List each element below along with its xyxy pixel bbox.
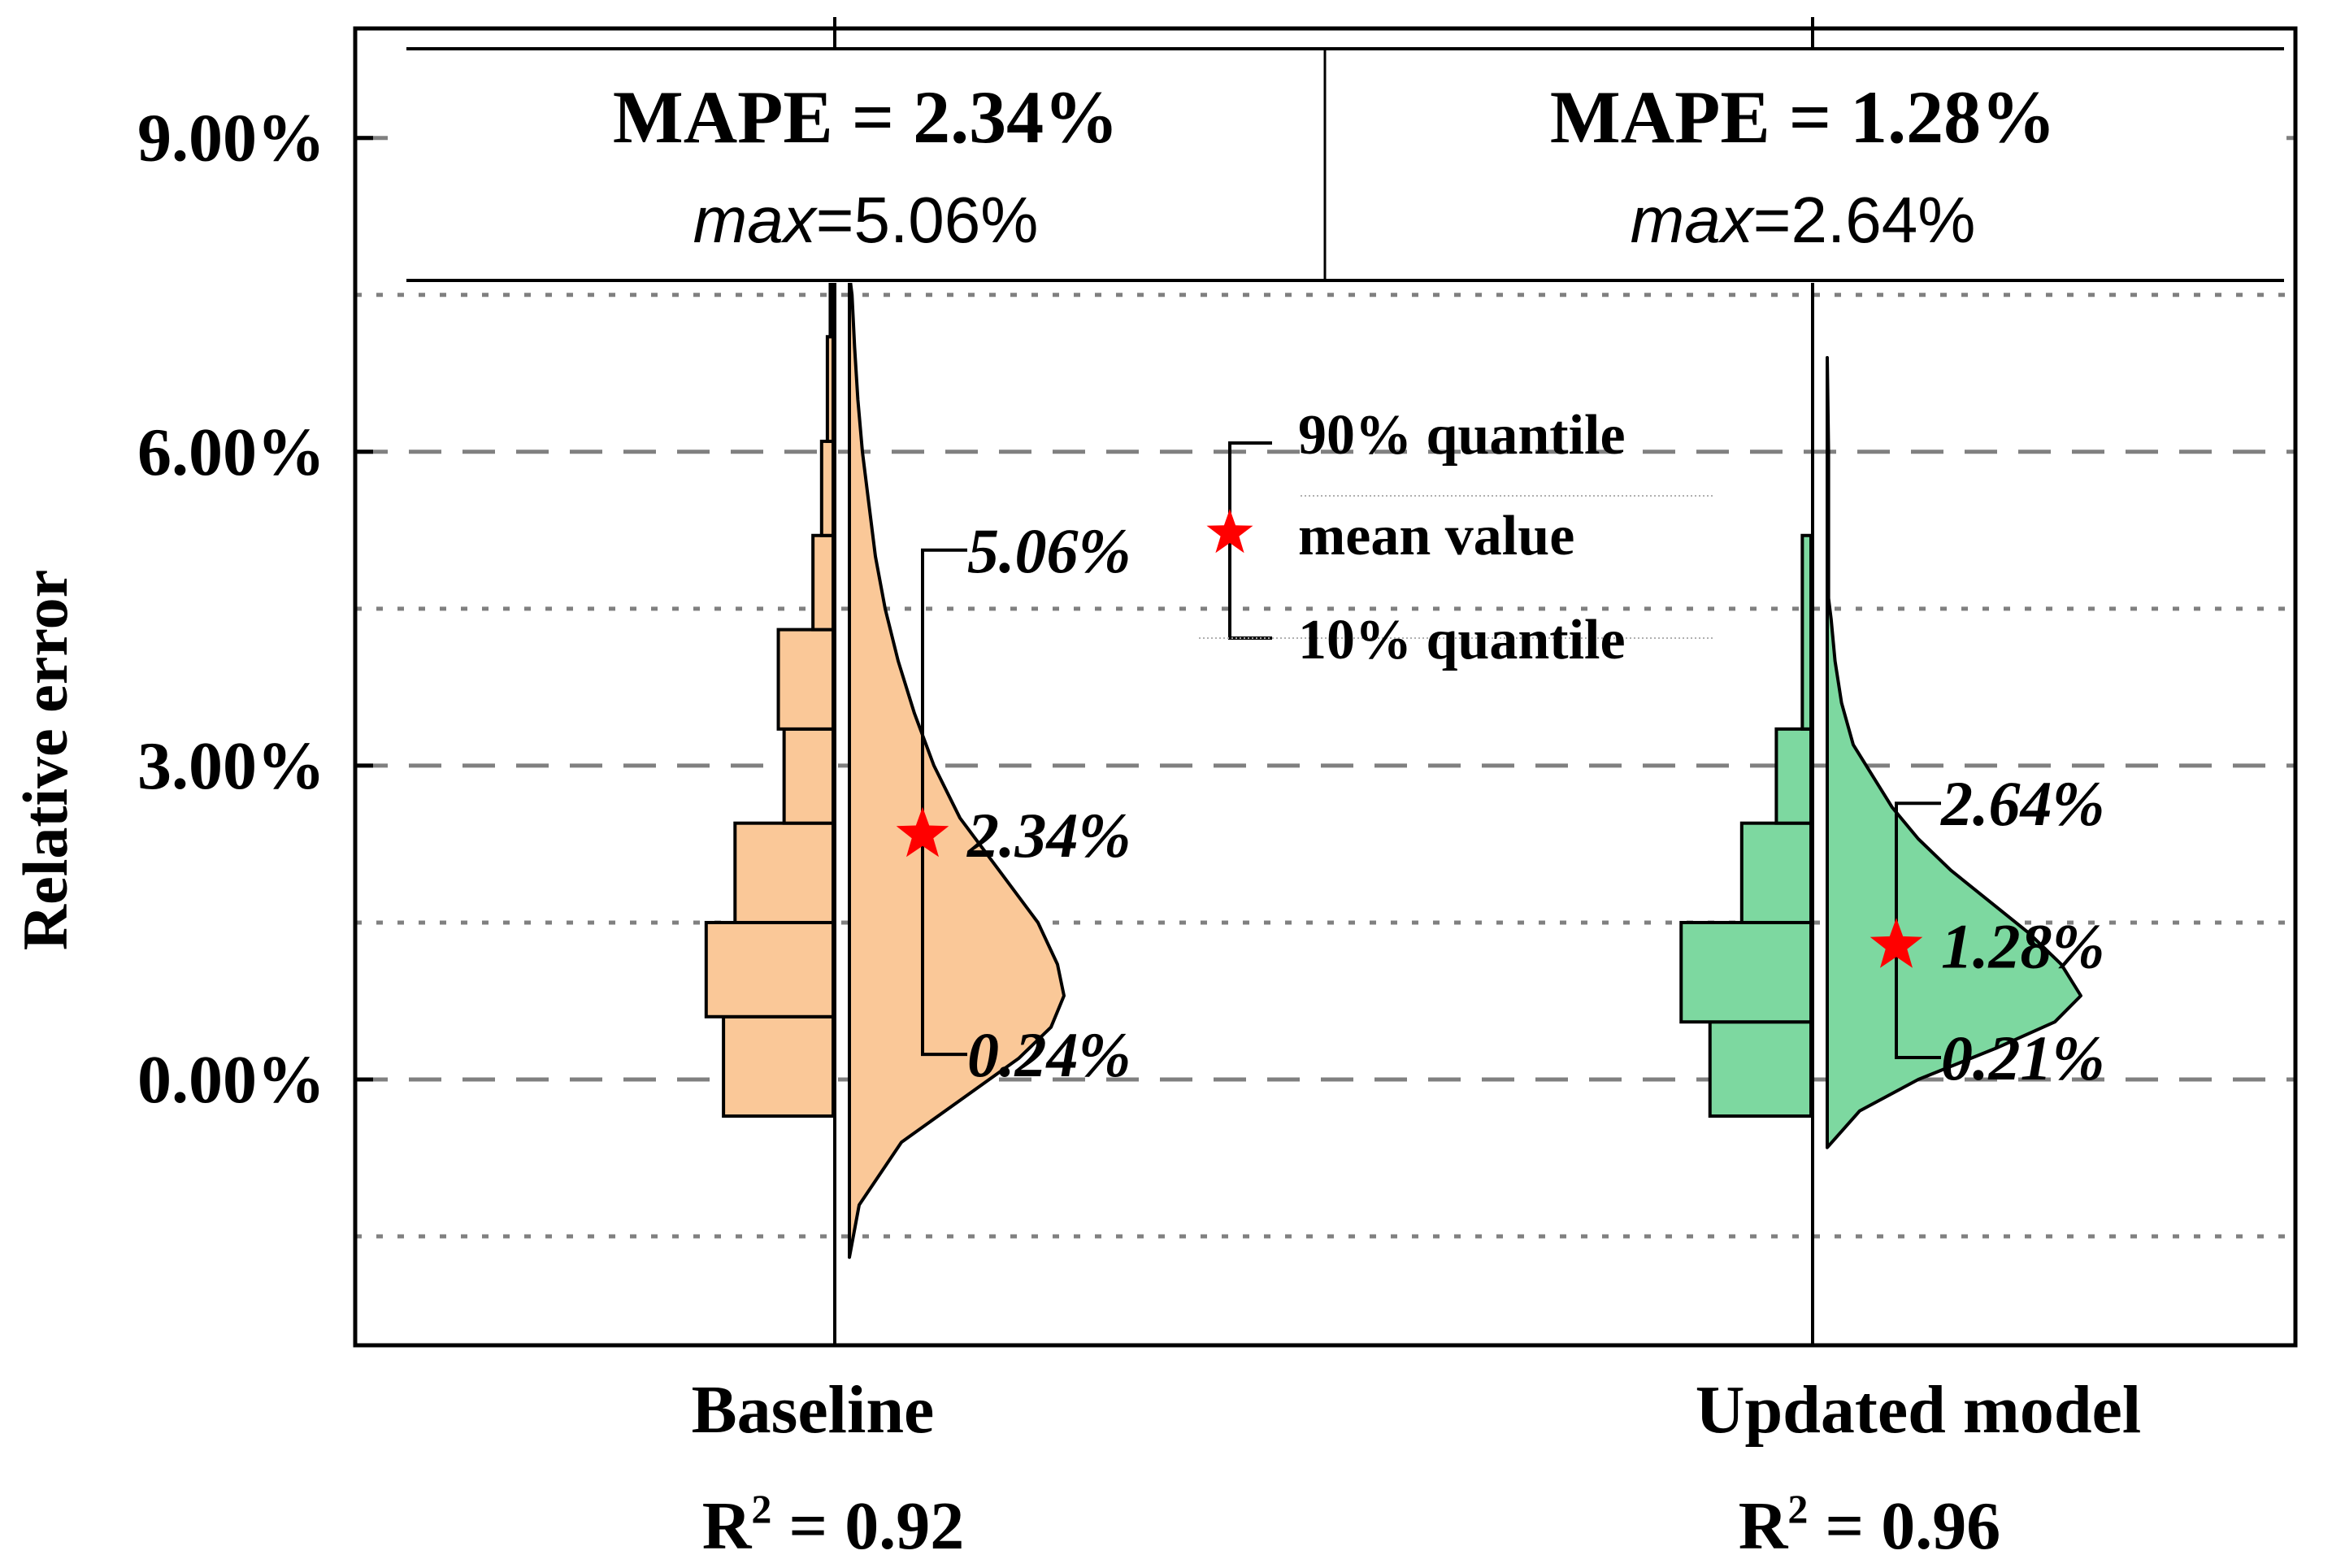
y-tick-label-2: 6.00% <box>137 415 325 490</box>
r2-updated-sup: 2 <box>1787 1486 1808 1531</box>
plot-frame <box>353 26 2298 1348</box>
r2-baseline-sup: 2 <box>751 1486 771 1531</box>
y-axis-ticks: 0.00% 3.00% 6.00% 9.00% <box>137 101 373 1118</box>
updated-mape: MAPE = 1.28% <box>1550 76 2056 159</box>
x-label-updated: Updated model <box>1696 1372 2141 1448</box>
q10-value-label: 0.24% <box>967 1019 1131 1090</box>
updated-max-value: =2.64% <box>1753 184 1976 256</box>
legend-star-icon <box>1206 509 1253 554</box>
updated-max: max=2.64% <box>1631 184 1976 256</box>
series-updated-model: 2.64% 1.28% 0.21% <box>1679 17 2104 1345</box>
hist-bar <box>776 628 835 731</box>
r2-baseline: R2 = 0.92 <box>702 1486 965 1564</box>
r2-updated-label: R <box>1739 1488 1789 1564</box>
hist-bar <box>722 1014 835 1118</box>
hist-bar <box>811 533 836 632</box>
series-baseline: 5.06% 2.34% 0.24% <box>704 17 1131 1345</box>
baseline-max: max=5.06% <box>693 184 1039 256</box>
q90-value-label: 5.06% <box>967 515 1131 586</box>
r2-updated: R2 = 0.96 <box>1739 1486 2001 1564</box>
hist-bar <box>828 282 836 339</box>
metric-table: MAPE = 2.34% max=5.06% MAPE = 1.28% max=… <box>406 47 2284 283</box>
hist-bar <box>1774 727 1813 825</box>
baseline-mape: MAPE = 2.34% <box>613 76 1118 159</box>
hist-bar <box>1739 821 1813 924</box>
hist-bar <box>1800 533 1813 731</box>
legend-q90-label: 90% quantile <box>1298 404 1626 467</box>
x-label-baseline: Baseline <box>692 1372 935 1448</box>
minor-gridlines <box>355 293 2295 1239</box>
hist-bar <box>819 439 835 537</box>
r2-baseline-value: = 0.92 <box>771 1488 964 1564</box>
mean-star-icon <box>1870 918 1923 968</box>
hist-bar <box>1708 1020 1813 1118</box>
r2-updated-value: = 0.96 <box>1808 1488 2000 1564</box>
y-tick-label-0: 0.00% <box>137 1042 325 1118</box>
baseline-max-value: =5.06% <box>816 184 1039 256</box>
hist-bar <box>704 920 835 1019</box>
kde-violin <box>848 272 1066 1259</box>
mean-value-label: 2.34% <box>966 800 1131 871</box>
legend-mean-label: mean value <box>1298 505 1574 567</box>
y-axis-label: Relative error <box>10 570 80 950</box>
q90-value-label: 2.64% <box>1940 768 2104 839</box>
hist-bar <box>825 335 836 443</box>
hist-bar <box>733 821 835 924</box>
y-tick-label-3: 9.00% <box>137 101 325 176</box>
baseline-max-prefix: max <box>693 184 819 256</box>
r2-baseline-label: R <box>702 1488 753 1564</box>
mean-star-icon <box>896 806 949 858</box>
updated-max-prefix: max <box>1631 184 1756 256</box>
hist-bar <box>1679 920 1813 1024</box>
legend: 90% quantile mean value 10% quantile <box>1199 404 1715 671</box>
y-tick-label-1: 3.00% <box>137 728 325 804</box>
hist-bar <box>782 727 836 825</box>
q10-value-label: 0.21% <box>1941 1023 2104 1093</box>
mean-value-label: 1.28% <box>1941 910 2104 981</box>
legend-q10-label: 10% quantile <box>1298 609 1626 671</box>
